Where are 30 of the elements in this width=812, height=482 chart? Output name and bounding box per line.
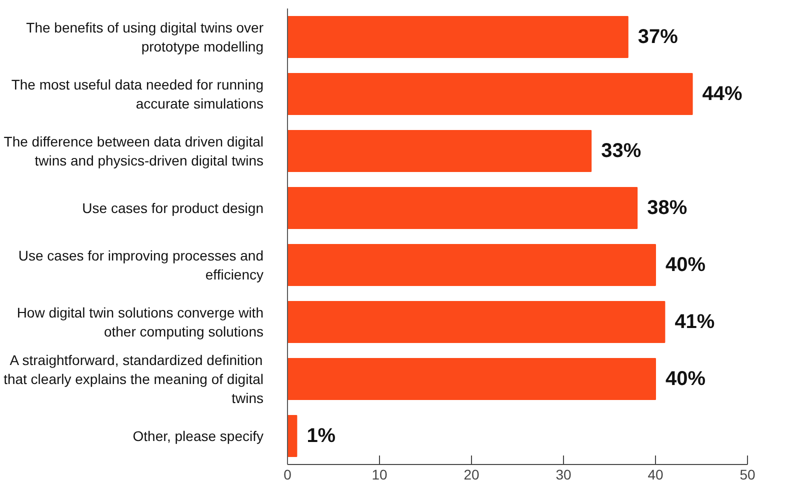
y-tick-label: The benefits of using digital twins over prototype modelling (26, 19, 264, 55)
bar (288, 414, 298, 458)
x-tick-label: 10 (372, 466, 388, 482)
y-tick-label: How digital twin solutions converge with other computing solutions (16, 304, 264, 340)
data-label: 40% (666, 254, 706, 276)
y-tick-label: The difference between data driven digital twins and physics-driven digital twins (4, 133, 264, 169)
bar (288, 72, 693, 116)
bar (288, 358, 656, 400)
y-tick-label: The most useful data needed for running accurate simulations (11, 76, 264, 112)
bar (288, 300, 666, 344)
data-label: 40% (666, 368, 706, 390)
y-tick-label: Use cases for improving processes and efficiency (18, 247, 264, 283)
data-label: 44% (702, 83, 743, 105)
x-tick-label: 50 (740, 466, 756, 482)
bar (288, 16, 628, 58)
data-label: 1% (306, 425, 336, 447)
data-label: 33% (601, 140, 642, 162)
y-tick-label: A straightforward, standardized definition that clearly explains the meaning of digital twins (4, 352, 264, 406)
x-tick-label: 40 (648, 466, 664, 482)
data-label: 37% (638, 26, 678, 48)
bar (288, 244, 656, 286)
x-tick-label: 20 (464, 466, 480, 482)
data-label: 38% (647, 197, 688, 219)
y-tick-label: Use cases for product design (82, 200, 264, 216)
x-tick-label: 30 (556, 466, 572, 482)
bar (288, 186, 638, 230)
data-label: 41% (674, 311, 715, 333)
y-tick-label: Other, please specify (132, 428, 264, 444)
x-tick-label: 0 (284, 466, 292, 482)
bar (288, 130, 592, 172)
